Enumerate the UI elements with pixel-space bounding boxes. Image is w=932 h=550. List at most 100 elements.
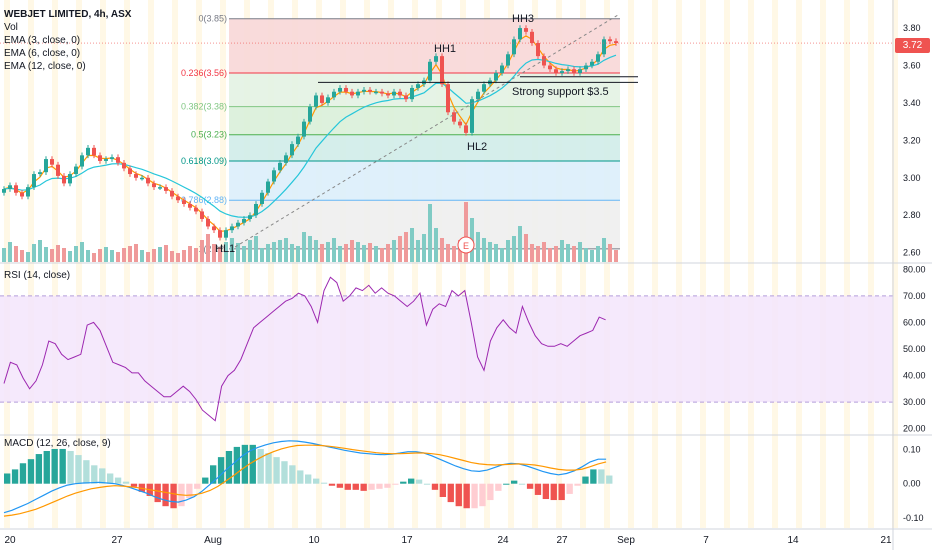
volume-bar	[206, 234, 210, 262]
symbol-title: WEBJET LIMITED, 4h, ASX	[4, 9, 132, 20]
indicator-ema12[interactable]: EMA (12, close, 0)	[4, 61, 86, 72]
session-stripe	[724, 0, 730, 528]
volume-bar	[110, 250, 114, 262]
candle-body	[464, 125, 468, 133]
fib-level-label: 0.618(3.09)	[181, 156, 227, 166]
rsi-band	[0, 295, 893, 403]
macd-histogram-bar	[534, 483, 542, 495]
fib-level-label: 0(3.85)	[198, 14, 227, 24]
macd-histogram-bar	[281, 461, 288, 484]
macd-histogram-bar	[59, 448, 66, 484]
volume-bar	[482, 238, 486, 262]
volume-bar	[38, 240, 42, 262]
volume-bar	[122, 248, 126, 262]
macd-histogram-bar	[344, 483, 351, 490]
volume-bar	[296, 246, 300, 262]
session-stripe	[316, 0, 322, 528]
macd-histogram-bar	[51, 448, 58, 484]
indicator-ema3[interactable]: EMA (3, close, 0)	[4, 35, 81, 46]
volume-bar	[272, 242, 276, 262]
indicator-ema6[interactable]: EMA (6, close, 0)	[4, 48, 81, 59]
macd-histogram-bar	[598, 469, 605, 484]
macd-histogram-bar	[518, 483, 526, 485]
trend-line	[234, 14, 619, 248]
macd-histogram-bar	[35, 454, 43, 484]
volume-bar	[212, 244, 216, 262]
macd-histogram-bar	[75, 455, 82, 484]
time-axis-tick: 21	[880, 535, 892, 546]
volume-bar	[158, 247, 162, 262]
rsi-axis-tick: 20.00	[903, 424, 926, 434]
session-stripe	[844, 0, 850, 528]
rsi-axis-tick: 50.00	[903, 344, 926, 354]
candle-body	[446, 84, 450, 113]
candle-body	[122, 162, 126, 169]
candle-body	[410, 87, 414, 100]
candle-body	[164, 187, 168, 191]
candle-body	[62, 175, 66, 184]
candle-body	[308, 106, 312, 122]
volume-bar	[230, 238, 234, 262]
fib-level-label: 0.236(3.56)	[181, 68, 227, 78]
session-stripe	[28, 0, 34, 528]
candle-body	[452, 112, 456, 122]
candle-body	[434, 56, 438, 62]
candle-body	[602, 39, 606, 55]
time-axis-tick: Aug	[204, 535, 222, 546]
candle-body	[320, 95, 324, 103]
candle-body	[440, 56, 444, 85]
volume-bar	[494, 244, 498, 262]
candle-body	[278, 162, 282, 171]
volume-bar	[116, 252, 120, 262]
volume-bar	[278, 240, 282, 262]
candle-body	[206, 218, 210, 227]
volume-bar	[56, 245, 60, 262]
candle-body	[272, 170, 276, 182]
macd-histogram-bar	[511, 480, 518, 484]
macd-histogram-bar	[265, 453, 272, 484]
volume-bar	[218, 247, 222, 262]
macd-histogram-bar	[455, 483, 462, 507]
macd-histogram-bar	[360, 483, 367, 491]
macd-histogram-bar	[43, 450, 50, 484]
macd-histogram-bar	[384, 483, 391, 488]
macd-histogram-bar	[471, 483, 478, 509]
candle-body	[458, 121, 462, 126]
macd-histogram-bar	[27, 459, 35, 484]
macd-histogram-bar	[392, 483, 399, 485]
volume-bar	[578, 242, 582, 262]
macd-histogram-bar	[289, 465, 296, 484]
volume-bar	[326, 242, 330, 262]
candle-body	[530, 31, 534, 44]
candle-body	[110, 157, 114, 160]
candle-body	[128, 168, 132, 175]
price-axis-tick: 3.80	[903, 23, 921, 33]
candle-body	[242, 218, 246, 223]
volume-bar	[590, 250, 594, 262]
candle-body	[506, 54, 510, 66]
macd-histogram-bar	[550, 483, 557, 501]
session-stripe	[628, 0, 634, 528]
volume-bar	[434, 228, 438, 262]
indicator-vol[interactable]: Vol	[4, 22, 18, 33]
candle-body	[374, 91, 378, 94]
volume-bar	[374, 246, 378, 262]
macd-histogram-bar	[423, 483, 431, 485]
volume-bar	[410, 228, 414, 262]
volume-bar	[134, 244, 138, 262]
session-stripe	[364, 0, 370, 528]
macd-legend[interactable]: MACD (12, 26, close, 9)	[4, 438, 111, 449]
macd-axis-tick: 0.10	[903, 445, 921, 455]
macd-histogram-bar	[328, 483, 336, 486]
volume-bar	[308, 236, 312, 262]
volume-bar	[542, 242, 546, 262]
rsi-legend[interactable]: RSI (14, close)	[4, 270, 71, 281]
macd-histogram-bar	[526, 483, 534, 489]
session-stripe	[52, 0, 58, 528]
volume-bar	[98, 249, 102, 262]
fib-level-label: 0.5(3.23)	[191, 130, 227, 140]
volume-bar	[68, 251, 72, 262]
candle-body	[134, 174, 138, 178]
candle-body	[8, 185, 12, 190]
